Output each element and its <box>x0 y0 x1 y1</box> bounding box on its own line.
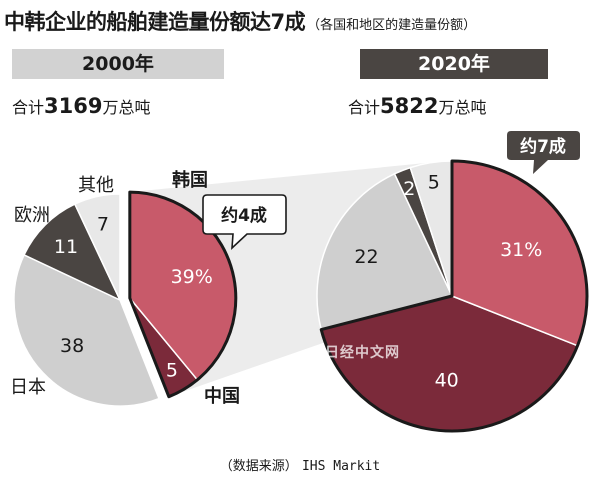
callout-2000-text: 约4成 <box>221 205 267 226</box>
callout-2000: 约4成 <box>202 194 287 250</box>
total-2000-value: 3169 <box>44 94 103 118</box>
pie-2000-value-china: 5 <box>166 359 178 381</box>
pie-2000-name-korea: 韩国 <box>172 169 208 191</box>
pie-2020-value-china: 40 <box>435 370 459 392</box>
total-2000-prefix: 合计 <box>12 98 45 117</box>
pie-2000-highlight-outline <box>128 190 238 399</box>
total-2020-prefix: 合计 <box>348 98 381 117</box>
pie-2020-highlight-outline <box>319 159 589 433</box>
chart-title: 中韩企业的船舶建造量份额达7成 （各国和地区的建造量份额） <box>4 6 476 36</box>
pie-2000-value-japan: 38 <box>60 335 84 357</box>
callout-2020: 约7成 <box>507 131 580 174</box>
pie-2000-slice-other <box>73 193 121 301</box>
year-banner-2020: 2020年 <box>360 49 548 79</box>
pie-2000-name-other: 其他 <box>78 175 114 196</box>
watermark-text: 日经中文网 <box>325 344 400 361</box>
callout-2000-bubble <box>202 194 287 250</box>
callout-2020-bubble <box>507 131 580 174</box>
chart-title-main: 中韩企业的船舶建造量份额达7成 <box>4 10 306 34</box>
pie-2020-value-japan: 22 <box>354 246 378 268</box>
callout-2020-text: 约7成 <box>520 136 566 157</box>
total-2020-suffix: 万总吨 <box>438 98 487 117</box>
pie-2020-value-korea: 31% <box>500 239 542 261</box>
pie-2000-name-europe: 欧洲 <box>14 205 50 226</box>
total-2020-value: 5822 <box>380 94 439 118</box>
source-name: IHS Markit <box>301 459 381 474</box>
total-2020: 合计5822万总吨 <box>348 94 486 118</box>
total-2000: 合计3169万总吨 <box>12 94 150 118</box>
pie-2020-value-other: 5 <box>428 171 440 193</box>
pie-2000-value-other: 7 <box>97 213 109 235</box>
pie-2020-slice-japan <box>316 172 454 331</box>
chart-subtitle: （各国和地区的建造量份额） <box>307 18 477 33</box>
pie-2000-slice-japan <box>13 253 160 407</box>
source-prefix: （数据来源） <box>219 459 298 474</box>
total-2000-suffix: 万总吨 <box>102 98 151 117</box>
source-note: （数据来源） IHS Markit <box>0 455 600 474</box>
year-banner-2000: 2000年 <box>12 49 224 79</box>
pie-2000-value-europe: 11 <box>54 236 78 258</box>
pie-2000-name-china: 中国 <box>204 385 240 407</box>
pie-2020-value-europe: 2 <box>403 178 415 200</box>
pie-2000-name-japan: 日本 <box>10 377 46 398</box>
pie-2000-slice-europe <box>23 203 122 302</box>
pie-2000-value-korea: 39% <box>171 266 213 288</box>
